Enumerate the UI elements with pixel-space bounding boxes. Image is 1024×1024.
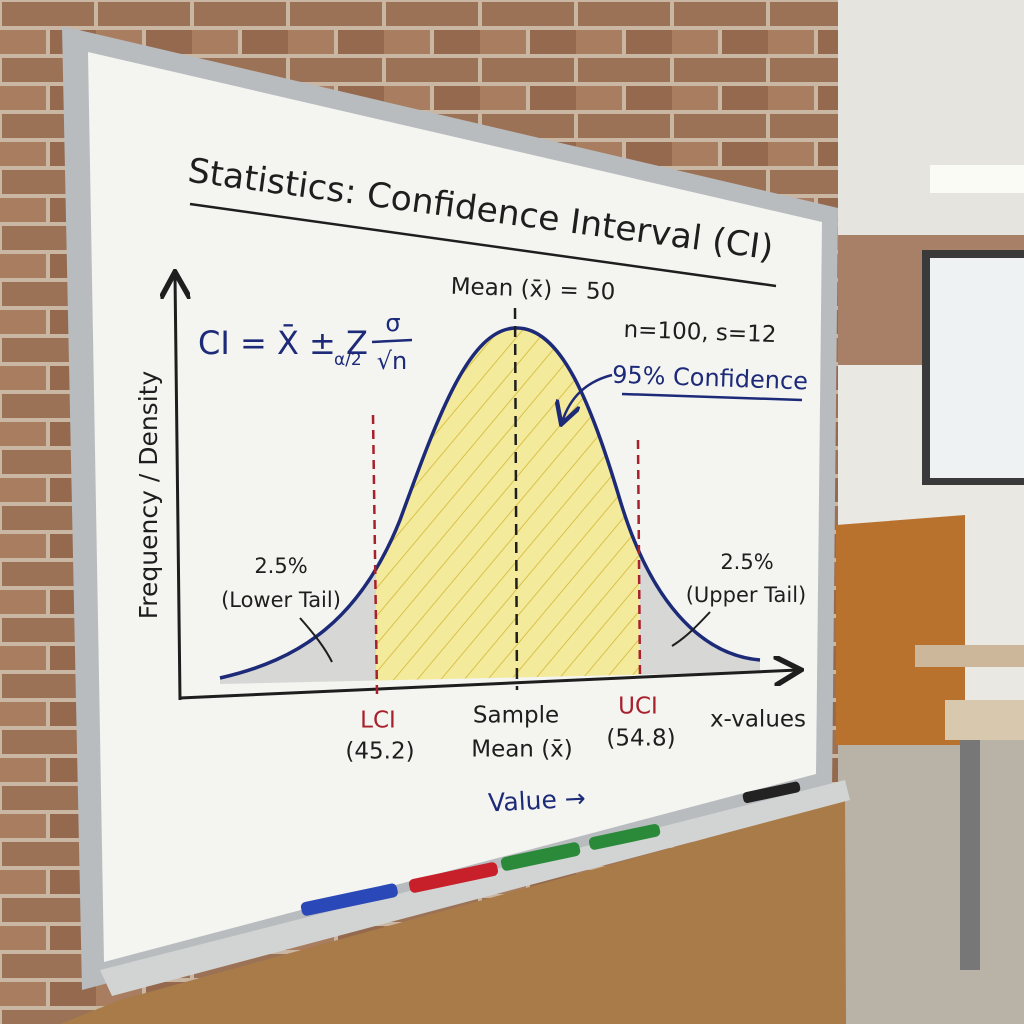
uci-line <box>636 439 642 681</box>
floor <box>838 740 1024 1024</box>
x-axis-label: Value → <box>487 783 586 817</box>
lower-tail-pointer <box>299 617 333 663</box>
lower-tail-percent: 2.5% <box>254 554 307 578</box>
y-axis-label: Frequency / Density <box>134 371 163 620</box>
uci-value: (54.8) <box>606 726 675 752</box>
ceiling <box>838 0 1024 240</box>
lci-value: (45.2) <box>345 739 414 765</box>
sample-info: n=100, s=12 <box>623 317 777 348</box>
marker <box>742 781 801 804</box>
upper-tail-pointer <box>671 611 711 647</box>
confidence-label: 95% Confidence <box>612 361 809 396</box>
marker-tray <box>100 780 850 996</box>
desk <box>915 645 1024 667</box>
mean-label: Mean (x̄) = 50 <box>450 274 616 306</box>
upper-tail-label: (Upper Tail) <box>686 583 807 607</box>
x-axis <box>179 670 798 700</box>
mean-line <box>513 307 519 691</box>
sample-mean-line1: Sample <box>473 703 559 729</box>
lci-line <box>371 414 379 696</box>
fraction-bar <box>371 338 413 344</box>
ceiling-light <box>930 165 1024 193</box>
formula-lhs: CI = X̄ ± Z <box>198 323 368 362</box>
lower-tail-label: (Lower Tail) <box>221 588 341 612</box>
marker <box>300 883 398 916</box>
wood-shelf <box>60 800 846 1024</box>
marker <box>500 842 581 871</box>
projector-screen <box>930 258 1024 478</box>
formula-subscript: α/2 <box>334 350 362 370</box>
x-axis-end-label: x-values <box>710 707 806 733</box>
uci-label: UCI <box>618 694 658 720</box>
lci-label: LCI <box>360 708 396 734</box>
upper-tail-percent: 2.5% <box>720 550 773 574</box>
marker <box>408 862 499 893</box>
confidence-arrow <box>562 373 613 422</box>
confidence-underline <box>621 392 803 402</box>
formula-numerator: σ <box>385 309 400 337</box>
podium <box>836 515 965 745</box>
desk-leg <box>960 740 980 970</box>
y-axis <box>175 275 180 701</box>
marker <box>588 823 661 850</box>
desk <box>945 700 1024 740</box>
formula-denominator: √n <box>377 347 408 375</box>
title-underline <box>189 202 777 288</box>
sample-mean-line2: Mean (x̄) <box>471 737 573 763</box>
